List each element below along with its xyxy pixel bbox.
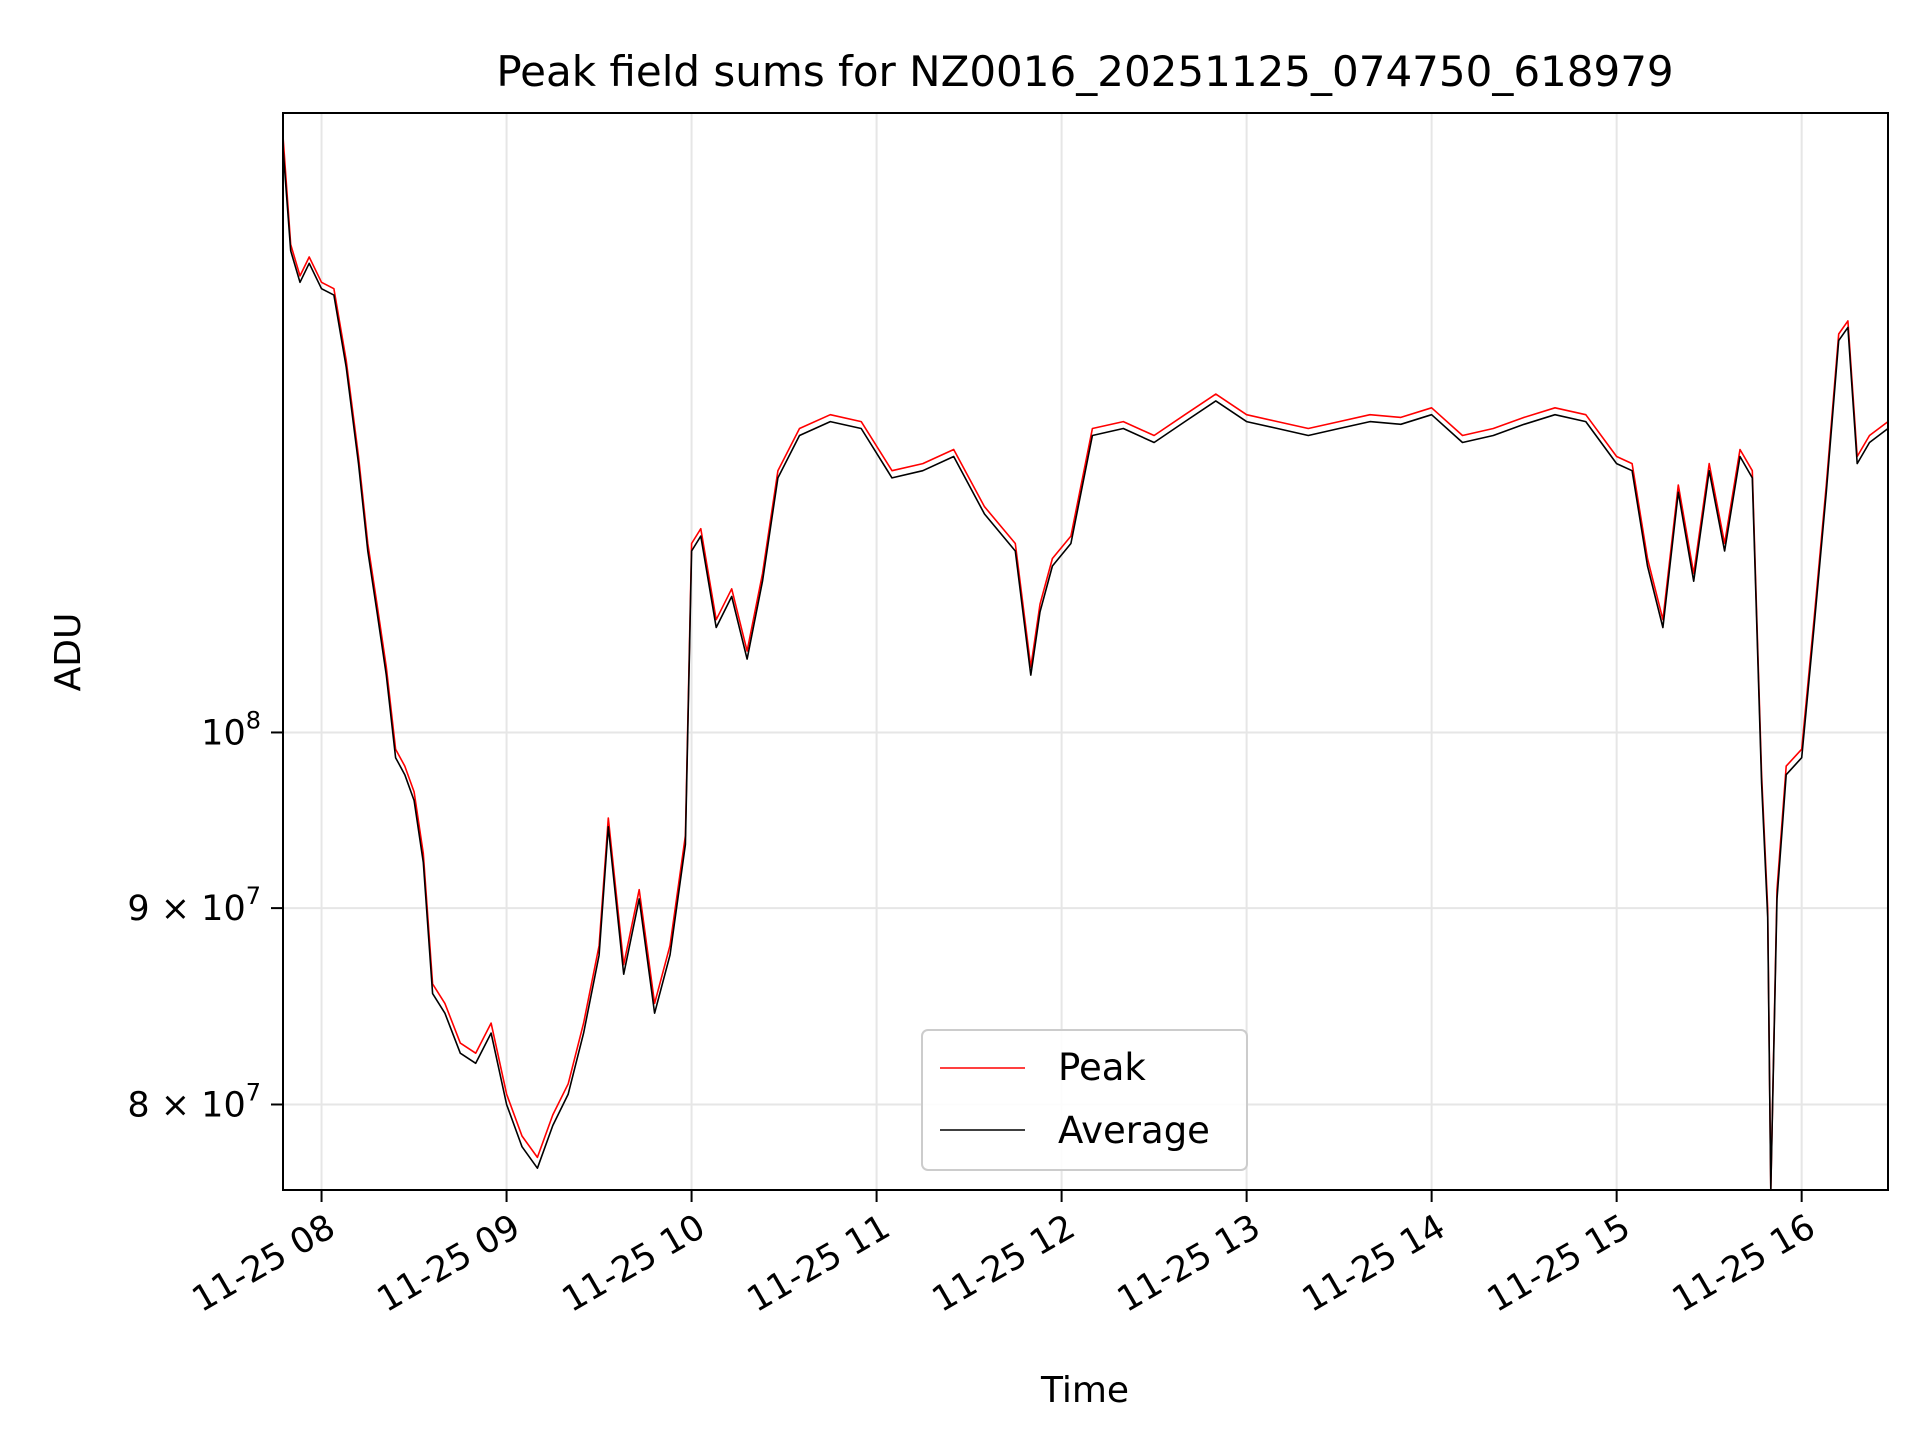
y-tick-label: 8 × 107 — [127, 1078, 261, 1125]
chart-title: Peak field sums for NZ0016_20251125_0747… — [496, 47, 1673, 96]
y-tick-label: 9 × 107 — [127, 882, 261, 929]
series-lines — [282, 136, 1889, 1191]
legend-box — [921, 1029, 1248, 1171]
y-axis-ticks: 8 × 107 9 × 107 108 — [127, 706, 283, 1125]
y-tick-label: 108 — [201, 706, 261, 753]
legend-label-peak: Peak — [1058, 1046, 1146, 1089]
legend-label-average: Average — [1058, 1109, 1210, 1152]
x-axis-label: Time — [1040, 1370, 1129, 1411]
series-line-peak — [282, 136, 1889, 1191]
series-line-average — [282, 147, 1889, 1191]
legend: Peak Average — [921, 1029, 1248, 1171]
y-axis-label: ADU — [48, 613, 89, 692]
plot-frame — [282, 112, 1889, 1191]
